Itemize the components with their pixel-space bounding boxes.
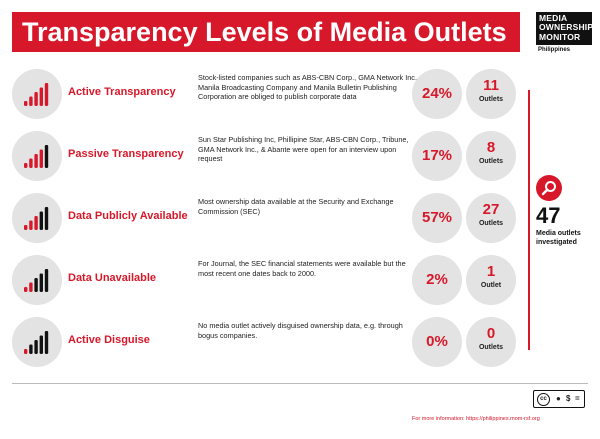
signal-strength-icon	[12, 317, 62, 367]
level-label: Active Disguise	[68, 334, 150, 346]
percent-value: 24%	[412, 69, 462, 119]
signal-bar	[39, 335, 43, 354]
logo-country: Philippines	[538, 47, 571, 54]
signal-bar	[34, 92, 38, 106]
signal-bar	[44, 145, 49, 168]
signal-bar	[44, 331, 49, 354]
table-row: Data Unavailable For Journal, the SEC fin…	[12, 255, 516, 307]
signal-bar	[34, 278, 38, 292]
by-icon: ●	[556, 394, 561, 403]
total-outlets-label: Media outlets investigated	[536, 230, 581, 246]
total-bracket	[522, 90, 530, 350]
signal-bar	[39, 87, 43, 106]
logo-line-3: MONITOR	[539, 31, 581, 42]
table-row: Active Transparency Stock-listed companie…	[12, 69, 516, 121]
logo-box: MEDIA OWNERSHIP MONITOR	[536, 12, 594, 46]
signal-strength-icon	[12, 131, 62, 181]
footer-note: For more information: https://philippine…	[412, 416, 540, 422]
percent-value: 57%	[412, 193, 462, 243]
outlet-count: 0 Outlets	[466, 317, 516, 367]
signal-strength-icon	[12, 69, 62, 119]
media-ownership-monitor-logo: MEDIA OWNERSHIP MONITOR Philippines	[536, 12, 594, 54]
outlet-count-value: 0	[486, 325, 496, 342]
outlet-count: 1 Outlet	[466, 255, 516, 305]
level-label: Data Publicly Available	[68, 210, 188, 222]
outlet-count-value: 11	[483, 77, 499, 94]
signal-bar	[44, 207, 49, 230]
creative-commons-icon: cc ● $ =	[533, 390, 585, 408]
footer-divider	[12, 383, 588, 384]
logo-line-1: MEDIA	[539, 13, 568, 23]
outlet-count: 27 Outlets	[466, 193, 516, 243]
signal-bar	[29, 158, 33, 168]
signal-bar	[39, 211, 43, 230]
percent-value: 0%	[412, 317, 462, 367]
signal-bar	[24, 225, 28, 230]
outlet-count-unit: Outlets	[478, 344, 504, 351]
logo-line-2: OWNERSHIP	[539, 22, 594, 33]
outlet-count-value: 1	[486, 263, 496, 280]
level-label: Passive Transparency	[68, 148, 184, 160]
cc-circle: cc	[537, 393, 550, 406]
signal-bar	[24, 163, 28, 168]
signal-bar	[44, 83, 49, 106]
signal-bar	[29, 220, 33, 230]
percent-value: 17%	[412, 131, 462, 181]
nc-icon: $	[566, 394, 571, 403]
page-title: Transparency Levels of Media Outlets	[12, 12, 520, 52]
outlet-count-unit: Outlets	[478, 158, 504, 165]
signal-bar	[34, 154, 38, 168]
signal-bar	[24, 349, 28, 354]
total-block: 47 Media outlets investigated	[532, 175, 594, 247]
table-row: Active Disguise No media outlet actively …	[12, 317, 516, 369]
table-row: Passive Transparency Sun Star Publishing …	[12, 131, 516, 183]
signal-bar	[24, 101, 28, 106]
percent-value: 2%	[412, 255, 462, 305]
signal-strength-icon	[12, 193, 62, 243]
signal-bar	[24, 287, 28, 292]
signal-bar	[29, 282, 33, 292]
signal-strength-icon	[12, 255, 62, 305]
outlet-count-unit: Outlets	[478, 220, 504, 227]
level-description: Stock-listed companies such as ABS-CBN C…	[198, 73, 420, 101]
level-description: Most ownership data available at the Sec…	[198, 197, 394, 216]
outlet-count: 11 Outlets	[466, 69, 516, 119]
signal-bar	[44, 269, 49, 292]
level-description: No media outlet actively disguised owner…	[198, 321, 403, 340]
signal-bar	[29, 344, 33, 354]
outlet-count-value: 8	[486, 139, 496, 156]
magnifier-icon	[536, 175, 562, 201]
total-outlets-value: 47	[536, 203, 561, 228]
outlet-count-unit: Outlet	[480, 282, 502, 289]
level-description: For Journal, the SEC financial statement…	[198, 259, 406, 278]
signal-bar	[34, 340, 38, 354]
signal-bar	[39, 273, 43, 292]
level-label: Active Transparency	[68, 86, 176, 98]
nd-icon: =	[575, 394, 580, 403]
signal-bar	[29, 96, 33, 106]
outlet-count: 8 Outlets	[466, 131, 516, 181]
signal-bar	[39, 149, 43, 168]
level-description: Sun Star Publishing Inc, Phillipine Star…	[198, 135, 409, 163]
outlet-count-unit: Outlets	[478, 96, 504, 103]
outlet-count-value: 27	[482, 201, 500, 218]
level-label: Data Unavailable	[68, 272, 157, 284]
signal-bar	[34, 216, 38, 230]
table-row: Data Publicly Available Most ownership da…	[12, 193, 516, 245]
